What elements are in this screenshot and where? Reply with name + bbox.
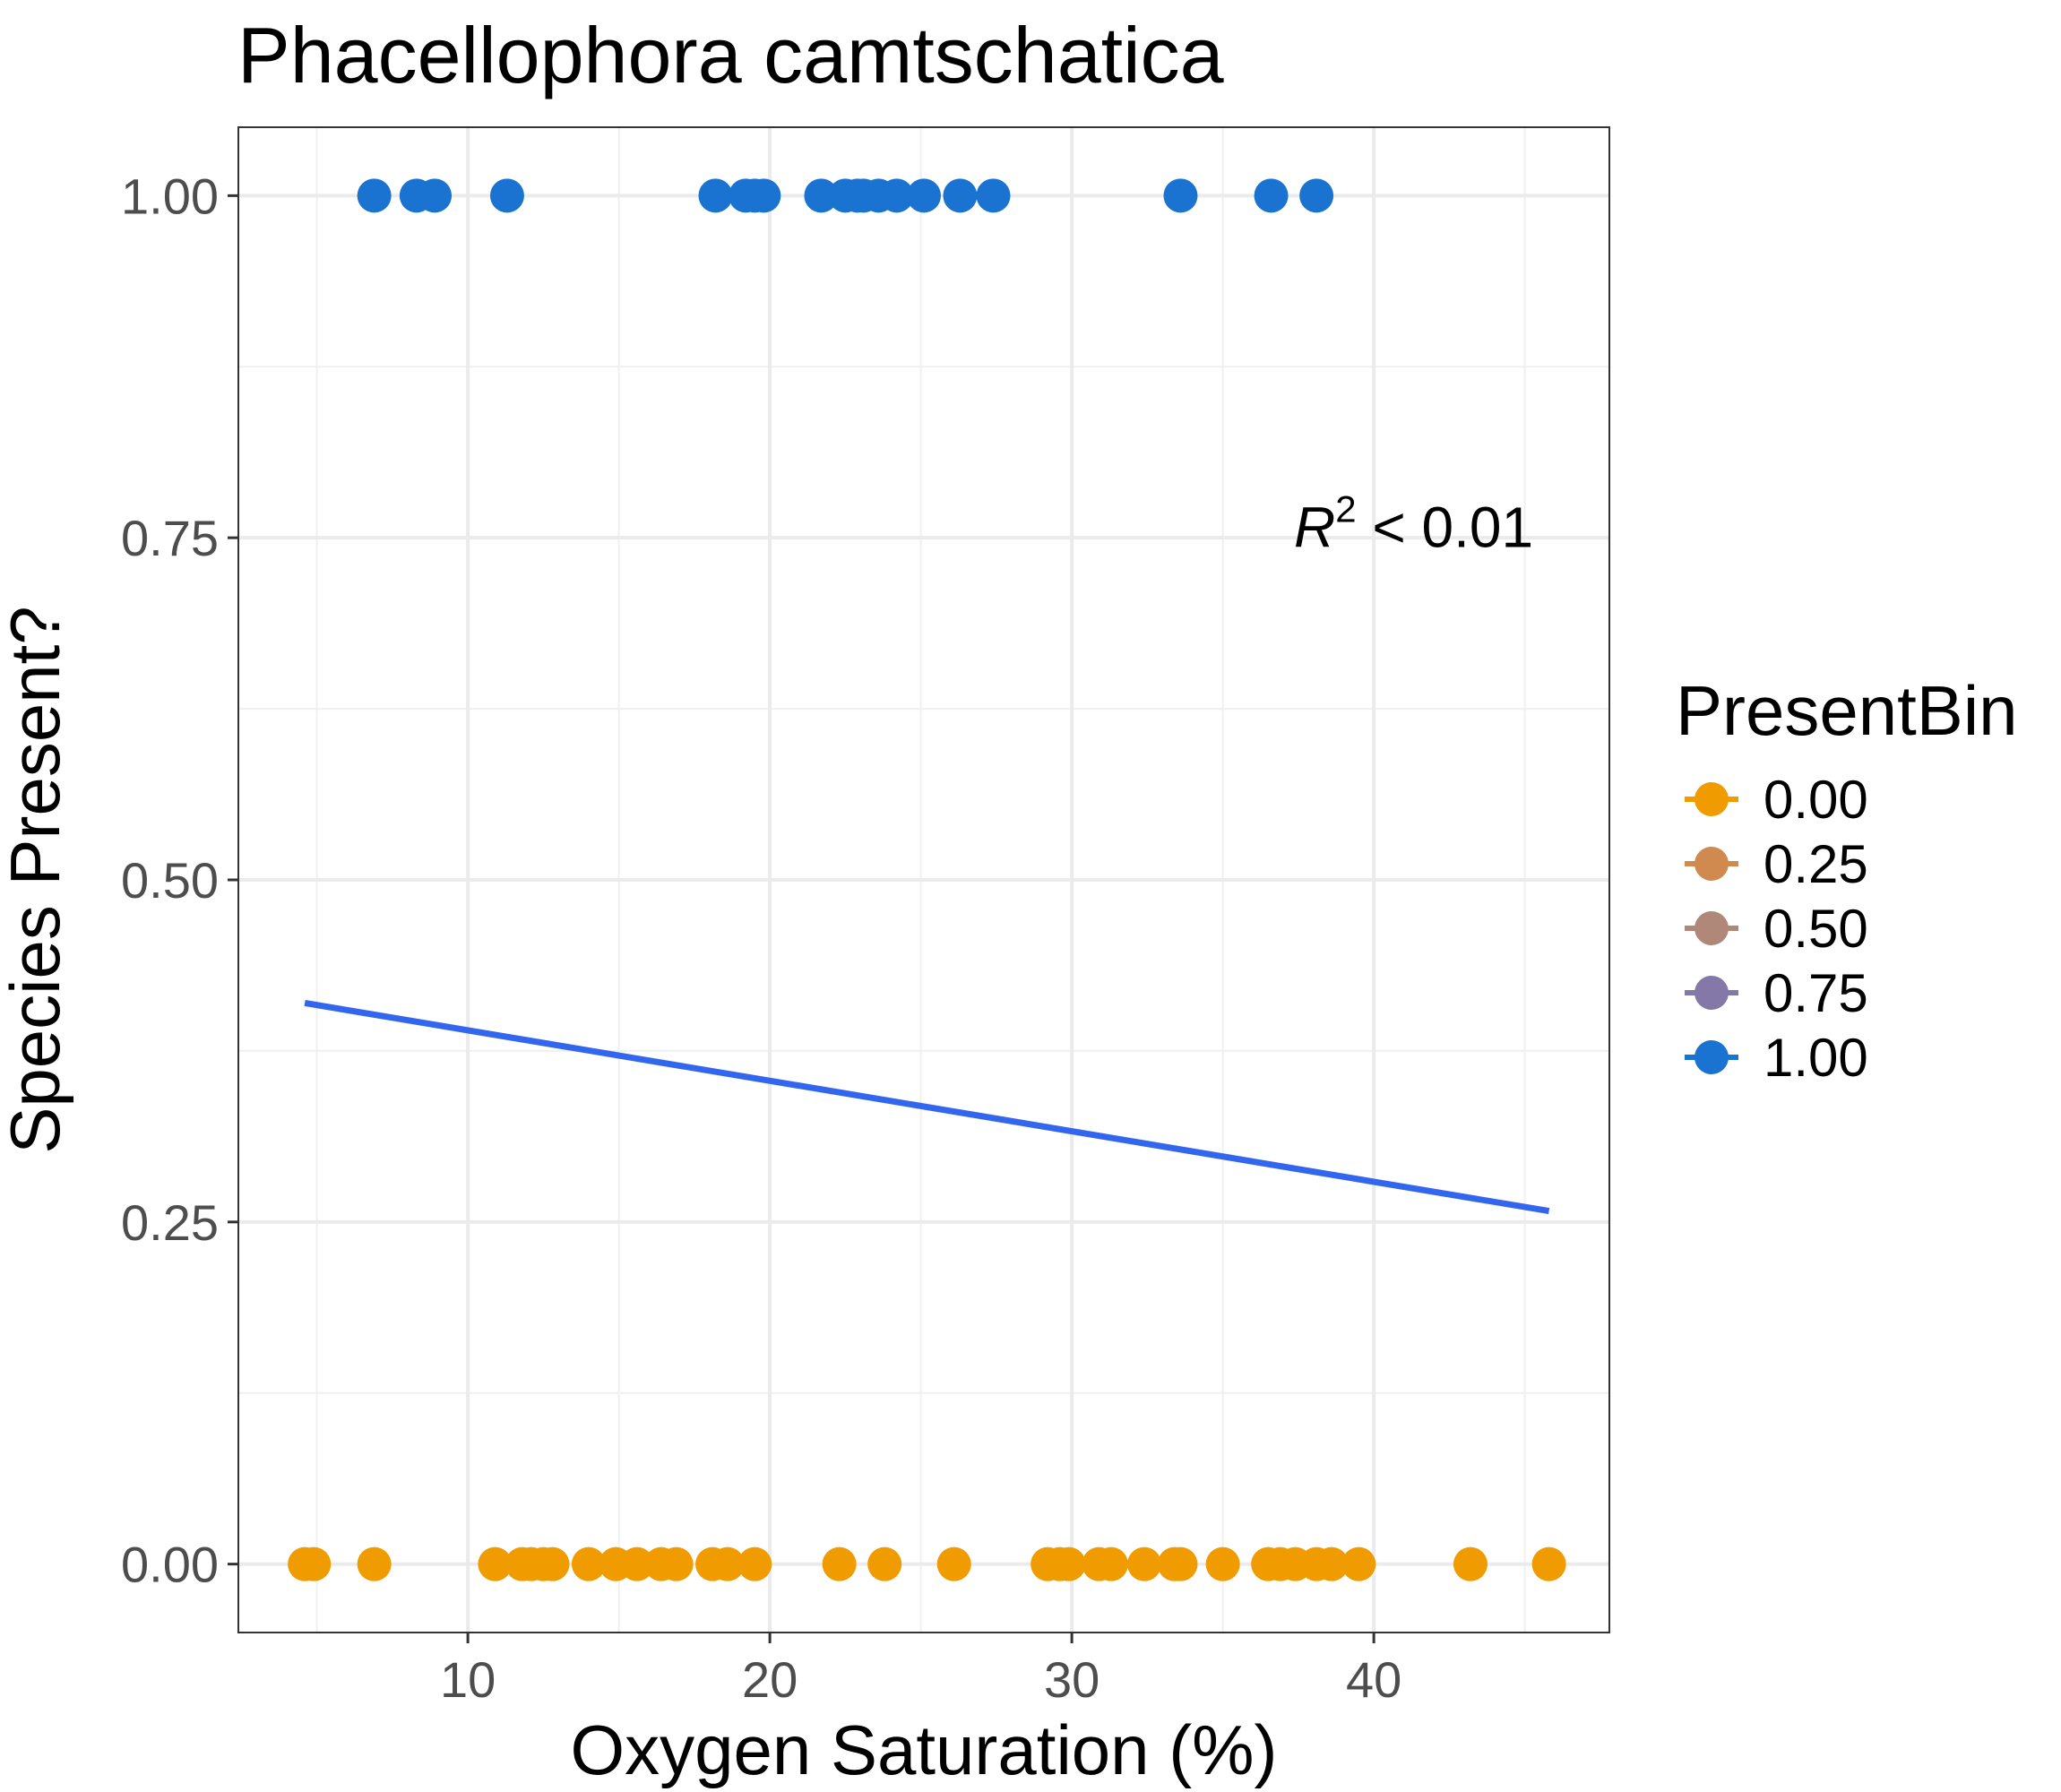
data-point [1163,178,1198,213]
data-point [1531,1546,1566,1581]
data-point [357,1546,392,1581]
x-tick-label: 30 [1044,1651,1099,1708]
legend-label: 0.50 [1763,899,1868,959]
legend-label: 0.00 [1763,770,1868,830]
data-point [936,1546,971,1581]
data-point [571,1546,606,1581]
x-tick-label: 20 [742,1651,798,1708]
data-point [659,1546,694,1581]
data-point [1127,1546,1162,1581]
data-point [822,1546,857,1581]
plot-panel-border [237,126,1610,1633]
data-point [867,1546,902,1581]
y-tick-label: 0.00 [121,1537,219,1593]
data-point [698,178,733,213]
grid-lines [238,127,1609,1633]
data-point [1453,1546,1488,1581]
data-point [297,1546,332,1581]
trend-line [304,1000,1550,1215]
y-tick-label: 1.00 [121,168,219,224]
r-squared-annotation: R2 < 0.01 [1294,488,1533,560]
legend-title: PresentBin [1676,671,2018,750]
y-axis-title: Species Present? [0,606,74,1153]
trend-line-group [304,1000,1550,1215]
data-point [1254,178,1289,213]
x-axis-title: Oxygen Saturation (%) [570,1710,1277,1789]
x-tick-label: 40 [1346,1651,1401,1708]
data-point [879,178,914,213]
data-point [489,178,524,213]
axis-ticks [228,194,1375,1643]
legend-key-dot [1695,1040,1729,1074]
data-point [535,1546,570,1581]
data-point [1051,1546,1086,1581]
data-point [1163,1546,1198,1581]
data-point [619,1546,654,1581]
data-point [907,178,941,213]
data-point [1205,1546,1240,1581]
data-point [710,1546,745,1581]
data-points [288,178,1566,1581]
y-tick-label: 0.75 [121,510,219,566]
legend-key-dot [1695,976,1729,1010]
data-point [1341,1546,1376,1581]
data-point [746,178,781,213]
annotation-text: < 0.01 [1357,495,1534,560]
data-point [418,178,453,213]
data-point [478,1546,513,1581]
data-point [804,178,839,213]
legend-label: 0.75 [1763,963,1868,1023]
data-point [1093,1546,1128,1581]
legend-key-dot [1695,782,1729,816]
data-point [976,178,1011,213]
legend-label: 1.00 [1763,1028,1868,1088]
legend: 0.000.250.500.751.00 [1685,770,1868,1088]
legend-label: 0.25 [1763,834,1868,894]
y-tick-label: 0.50 [121,852,219,909]
legend-key-dot [1695,847,1729,881]
annotation-superscript: 2 [1335,488,1356,530]
data-point [357,178,392,213]
data-point [943,178,978,213]
x-tick-label: 10 [440,1651,496,1708]
chart-title: Phacellophora camtschatica [237,11,1224,99]
legend-key-dot [1695,911,1729,945]
data-point [1299,178,1334,213]
annotation-italic: R [1294,495,1335,560]
tick-labels: 10 20 30 40 0.00 0.25 0.50 0.75 1.00 [121,168,1401,1708]
y-tick-label: 0.25 [121,1194,219,1251]
data-point [1314,1546,1349,1581]
data-point [737,1546,772,1581]
